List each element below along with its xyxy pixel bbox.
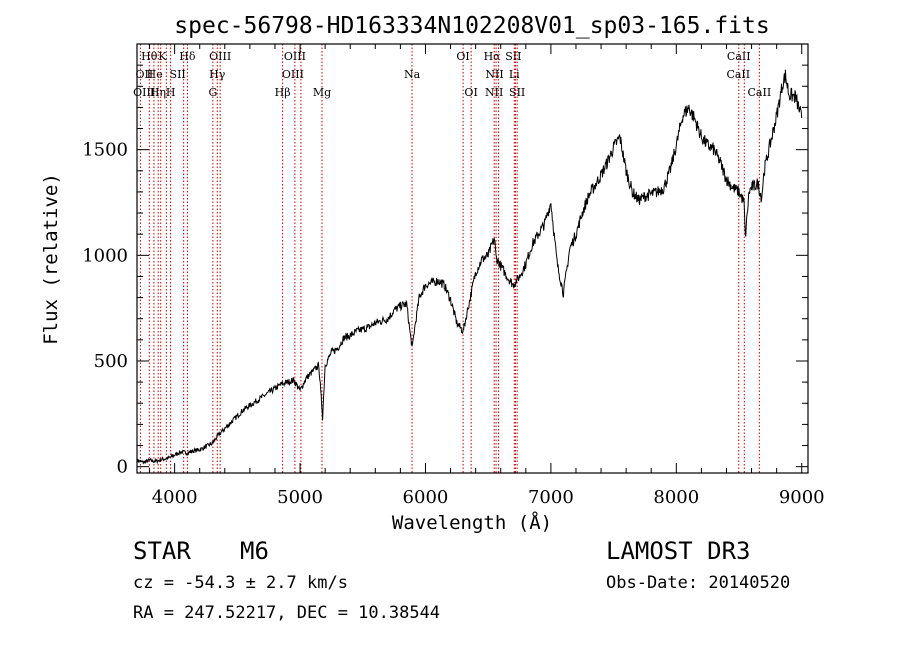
line-label-11: SII — [170, 68, 186, 81]
line-label-18: OIII — [133, 86, 155, 99]
line-label-12: Hγ — [209, 68, 226, 81]
survey-name: LAMOST DR3 — [606, 537, 751, 565]
y-tick-label-1000: 1000 — [82, 245, 128, 266]
x-tick-label-8000: 8000 — [653, 487, 699, 508]
line-label-17: CaII — [726, 68, 750, 81]
line-label-10: He — [147, 68, 163, 81]
line-label-27: CaII — [748, 86, 772, 99]
y-axis-label: Flux (relative) — [40, 173, 62, 345]
line-label-3: OIII — [209, 50, 231, 63]
line-label-26: SII — [509, 86, 525, 99]
line-label-8: CaII — [727, 50, 751, 63]
line-label-21: G — [208, 86, 217, 99]
line-label-24: OI — [464, 86, 477, 99]
line-label-9: OII — [136, 68, 154, 81]
line-label-25: NII — [485, 86, 503, 99]
line-label-19: Hη — [150, 86, 166, 99]
line-label-14: Na — [404, 68, 421, 81]
y-tick-label-500: 500 — [94, 351, 128, 372]
line-label-13: OIII — [282, 68, 304, 81]
line-label-20: H — [166, 86, 176, 99]
line-label-15: NII — [485, 68, 503, 81]
spectrum-layer — [136, 69, 803, 465]
y-tick-label-1500: 1500 — [82, 140, 128, 161]
line-label-1: K — [158, 50, 167, 63]
chart-title: spec-56798-HD163334N102208V01_sp03-165.f… — [174, 13, 769, 39]
x-tick-label-4000: 4000 — [152, 487, 198, 508]
x-tick-label-9000: 9000 — [779, 487, 825, 508]
object-class: STAR — [133, 537, 191, 565]
x-tick-label-6000: 6000 — [403, 487, 449, 508]
y-axis: 0 500 1000 1500 — [82, 64, 808, 478]
x-tick-label-5000: 5000 — [277, 487, 323, 508]
line-label-7: SII — [505, 50, 521, 63]
coordinates: RA = 247.52217, DEC = 10.38544 — [133, 603, 441, 623]
object-subclass: M6 — [240, 537, 269, 565]
x-axis: 4000 5000 6000 7000 8000 9000 — [149, 44, 825, 508]
line-label-6: Hα — [484, 50, 502, 63]
line-label-16: Li — [509, 68, 520, 81]
line-label-0: Hθ — [141, 50, 158, 63]
line-label-22: Hβ — [275, 86, 291, 99]
observation-date: Obs-Date: 20140520 — [606, 573, 791, 593]
line-label-23: Mg — [313, 86, 331, 99]
line-label-4: OIII — [284, 50, 306, 63]
x-axis-label: Wavelength (Å) — [392, 511, 552, 534]
spectrum-line — [136, 69, 803, 465]
x-tick-label-7000: 7000 — [528, 487, 574, 508]
line-label-5: OI — [456, 50, 469, 63]
plot-frame — [136, 43, 809, 474]
line-label-2: Hδ — [179, 50, 196, 63]
redshift-velocity: cz = -54.3 ± 2.7 km/s — [133, 573, 348, 593]
y-tick-label-0: 0 — [117, 457, 128, 478]
